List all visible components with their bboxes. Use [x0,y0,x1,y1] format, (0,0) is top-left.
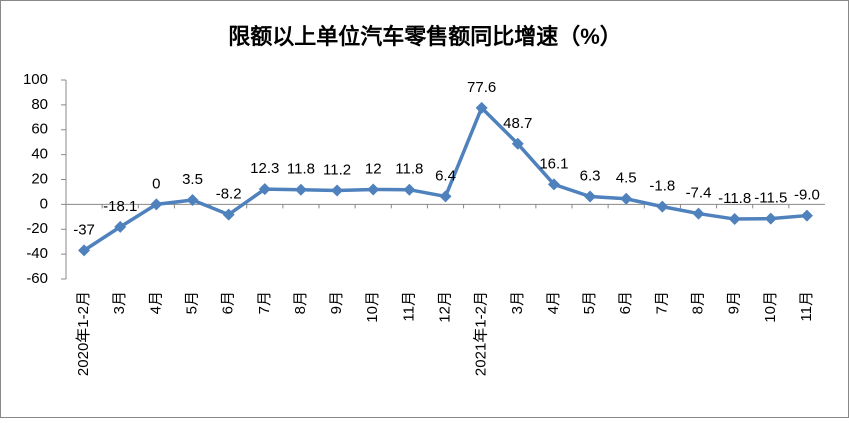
x-tick-label: 8月 [689,291,706,314]
x-tick-label: 8月 [292,291,309,314]
data-marker [331,184,344,197]
data-marker [764,212,777,225]
x-tick-label: 9月 [726,291,743,314]
data-label: 12.3 [250,160,279,177]
x-tick-label: 10月 [762,291,779,323]
y-tick-label: 0 [40,195,48,212]
x-tick-label: 2020年1-2月 [75,291,92,376]
y-tick-label: -20 [26,220,48,237]
x-tick-label: 7月 [653,291,670,314]
data-marker [222,208,235,221]
y-tick-label: 100 [23,71,48,88]
y-tick-label: 20 [31,170,48,187]
data-marker [114,220,127,233]
data-label: 6.3 [580,168,601,185]
data-marker [186,194,199,207]
x-tick-label: 4月 [545,291,562,314]
x-tick-label: 9月 [328,291,345,314]
data-marker [656,200,669,213]
data-marker [800,209,813,222]
data-marker [511,137,524,150]
x-tick-label: 12月 [436,291,453,323]
y-tick-label: -40 [26,245,48,262]
x-tick-label: 10月 [364,291,381,323]
data-label: 3.5 [182,171,203,188]
data-label: -8.2 [216,186,242,203]
chart-title: 限额以上单位汽车零售额同比增速（%） [228,24,622,49]
data-label: -11.8 [718,190,751,207]
data-label: 11.8 [395,161,423,178]
data-marker [150,198,163,211]
data-label: 12 [365,160,382,177]
x-tick-label: 2021年1-2月 [473,291,490,376]
y-tick-label: 40 [31,146,48,163]
x-tick-label: 4月 [147,291,164,314]
data-label: 11.8 [287,161,315,178]
data-marker [692,207,705,220]
data-marker [367,183,380,196]
data-marker [258,183,271,196]
data-label: 0 [152,175,160,192]
data-marker [475,101,488,114]
x-tick-label: 11月 [798,291,815,322]
data-label: 77.6 [467,79,496,96]
data-marker [403,183,416,196]
data-label: 4.5 [616,170,637,187]
x-tick-label: 6月 [220,291,237,314]
data-label: -7.4 [686,185,712,202]
x-tick-label: 5月 [183,291,200,314]
data-marker [439,190,452,203]
y-tick-label: 80 [31,96,48,113]
data-label: 6.4 [435,167,456,184]
x-tick-label: 3月 [111,291,128,314]
data-marker [728,213,741,226]
data-marker [78,244,91,257]
data-label: 11.2 [323,161,351,178]
data-label: -11.5 [754,190,787,207]
x-tick-label: 11月 [400,291,417,322]
y-tick-label: -60 [26,270,48,287]
data-marker [547,178,560,191]
data-label: 16.1 [539,155,568,172]
data-label: -18.1 [103,198,137,215]
x-tick-label: 6月 [617,291,634,314]
data-label: 48.7 [503,115,532,132]
data-marker [620,192,633,205]
data-marker [584,190,597,203]
data-label: -9.0 [794,187,820,204]
x-tick-label: 7月 [256,291,273,314]
x-tick-label: 3月 [509,291,526,314]
data-label: -1.8 [649,178,675,195]
data-marker [294,183,307,196]
data-label: -37 [73,221,95,238]
y-tick-label: 60 [31,121,48,138]
x-tick-label: 5月 [581,291,598,314]
